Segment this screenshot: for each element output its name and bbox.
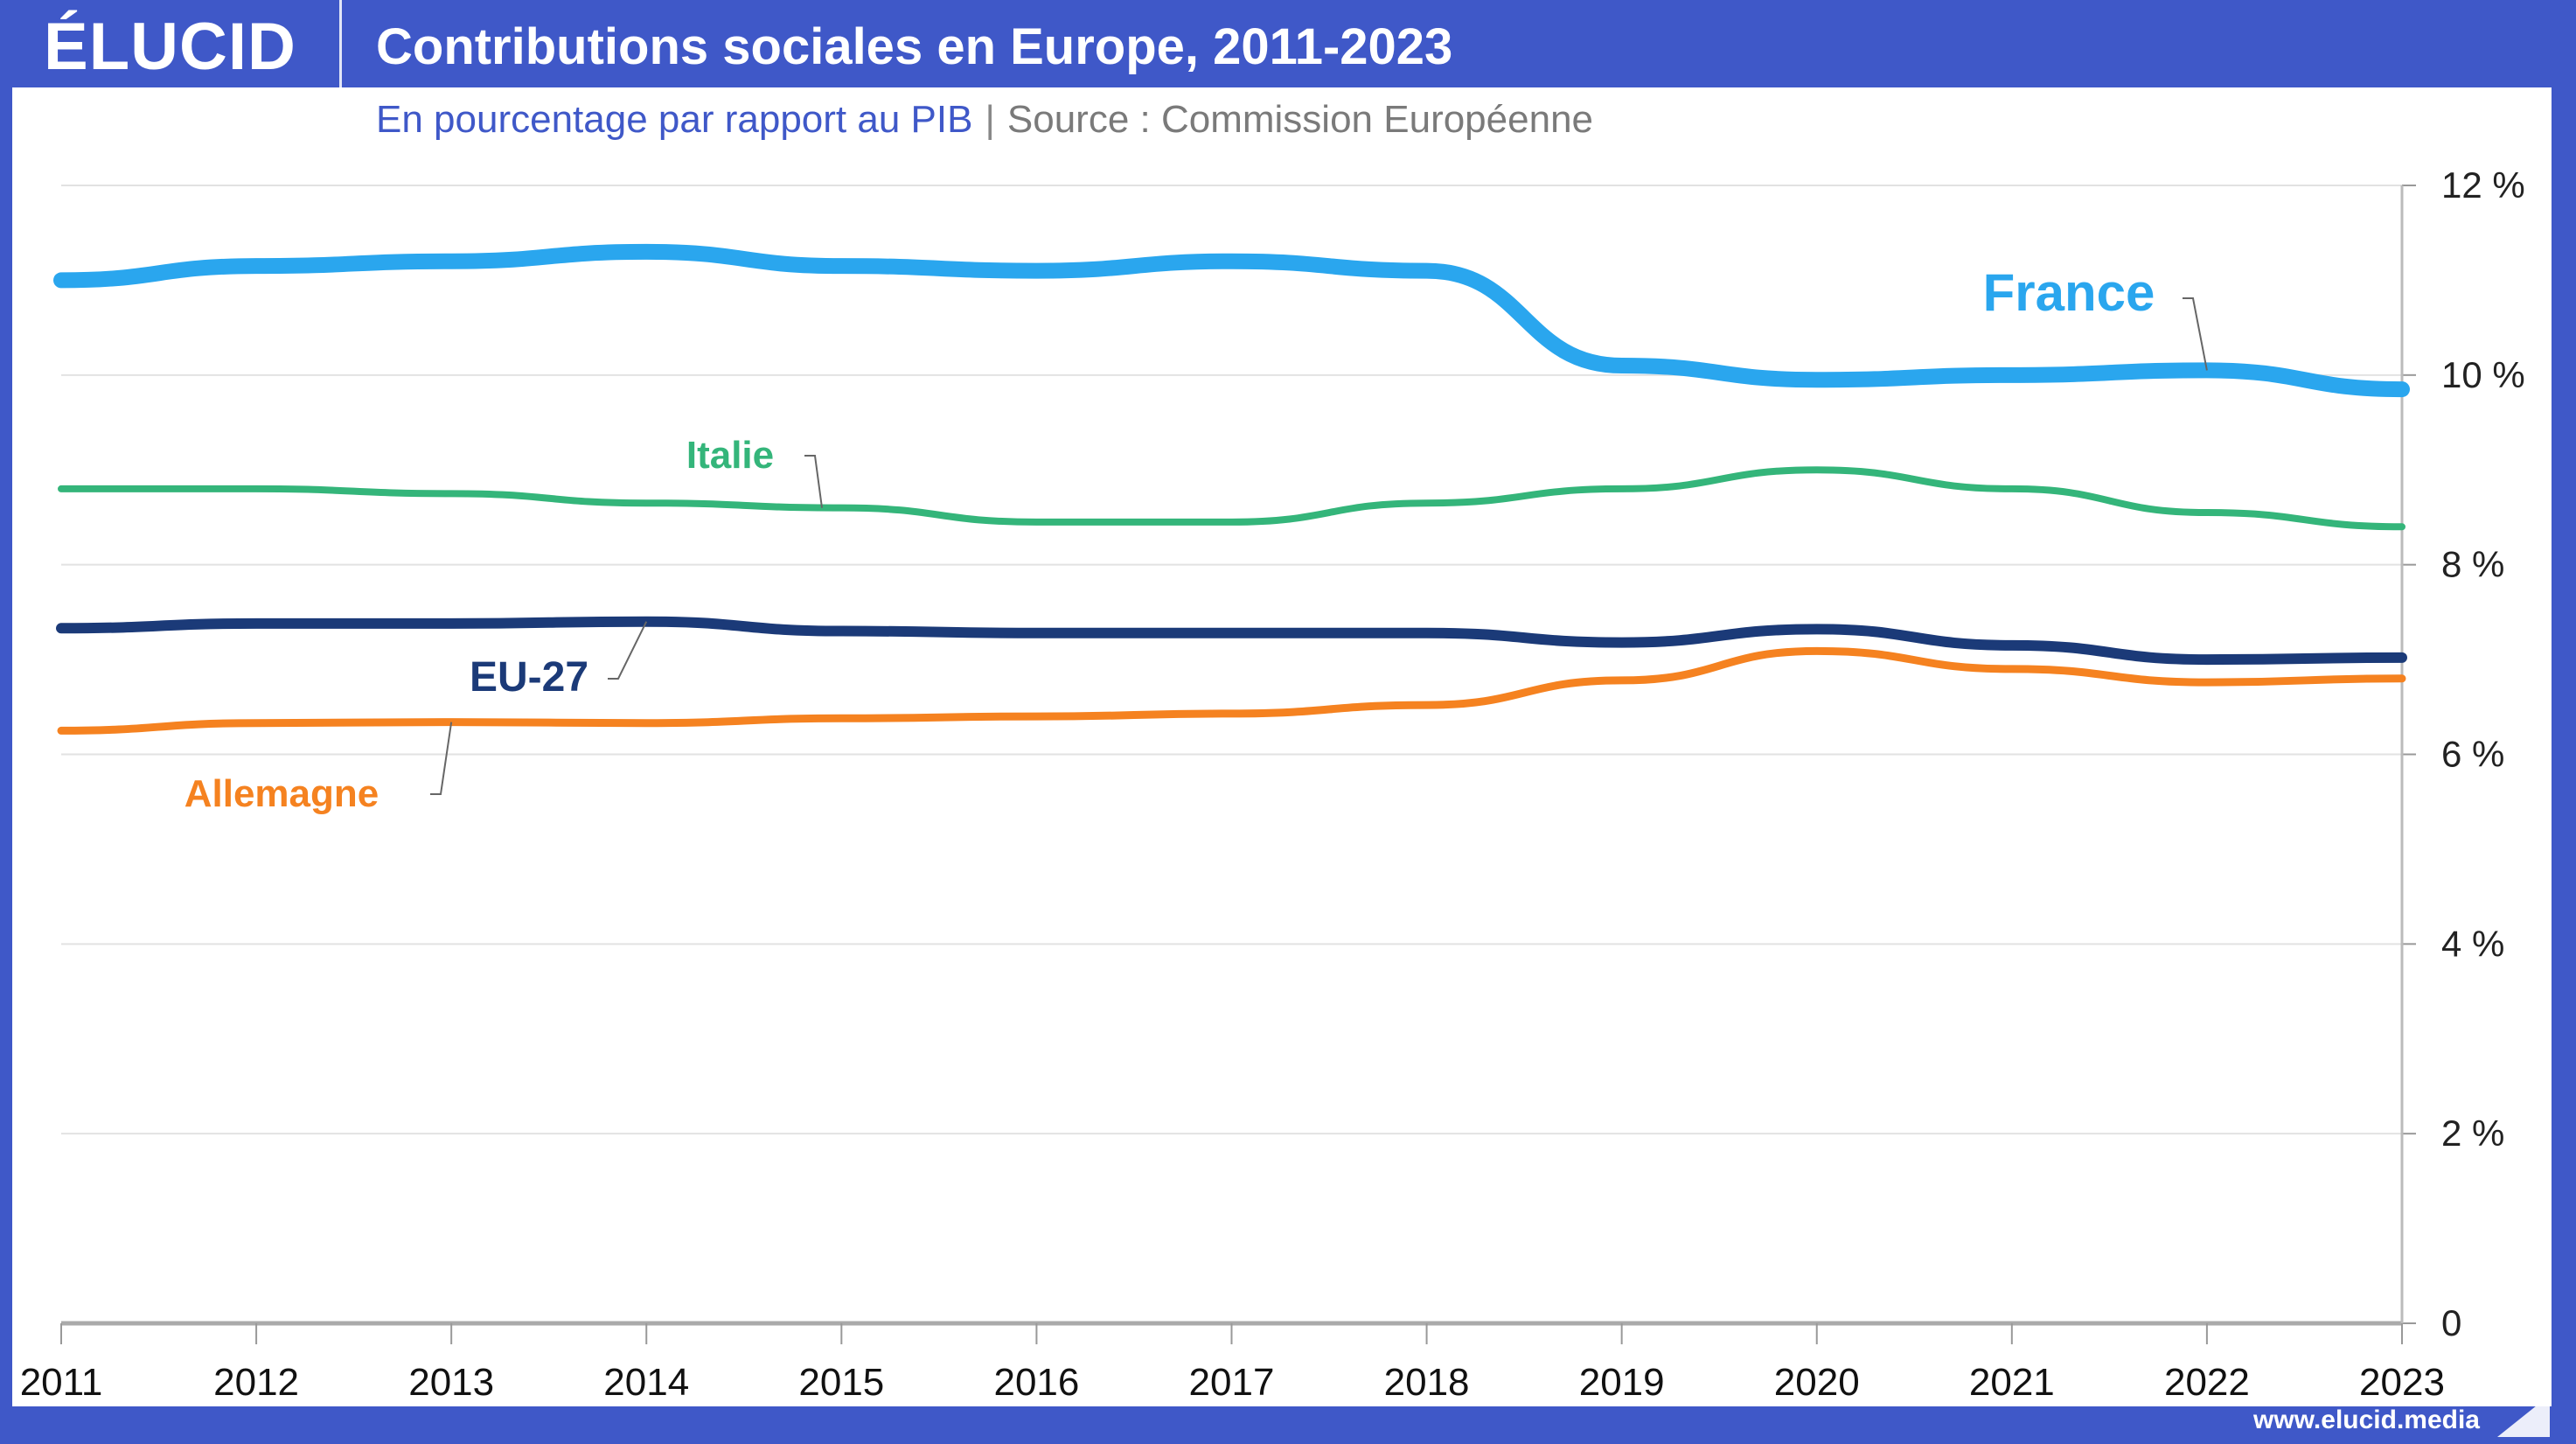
label-leader-line — [430, 722, 453, 795]
x-tick-label: 2015 — [798, 1361, 884, 1404]
x-tick-label: 2014 — [603, 1361, 689, 1404]
elucid-logo: ÉLUCID — [44, 10, 296, 84]
header-divider — [339, 0, 342, 87]
series-label-allemagne: Allemagne — [184, 772, 379, 815]
series-line-france — [53, 243, 2410, 398]
footer-logo-mark — [2497, 1395, 2550, 1437]
chart-panel — [12, 87, 2552, 1406]
x-tick-label: 2018 — [1384, 1361, 1470, 1404]
footer-url[interactable]: www.elucid.media — [2253, 1406, 2480, 1434]
y-tick-label: 2 % — [2441, 1113, 2504, 1154]
y-tick-label: 10 % — [2441, 354, 2525, 395]
label-leader-line — [804, 455, 824, 508]
series-label-italie: Italie — [686, 434, 774, 477]
y-tick-label: 8 % — [2441, 544, 2504, 585]
x-tick-label: 2013 — [408, 1361, 494, 1404]
x-tick-label: 2019 — [1579, 1361, 1665, 1404]
label-leader-line — [608, 621, 648, 680]
x-tick-label: 2023 — [2359, 1361, 2445, 1404]
x-tick-label: 2021 — [1969, 1361, 2055, 1404]
x-tick-label: 2016 — [993, 1361, 1079, 1404]
series-line-eu-27 — [56, 616, 2407, 666]
x-tick-label: 2022 — [2164, 1361, 2250, 1404]
x-tick-label: 2017 — [1189, 1361, 1275, 1404]
y-tick-label: 4 % — [2441, 923, 2504, 964]
subtitle-separator: | — [985, 98, 995, 141]
y-tick-label: 6 % — [2441, 734, 2504, 775]
series-label-france: France — [1983, 263, 2155, 322]
label-leader-line — [2183, 297, 2208, 371]
x-tick-label: 2011 — [20, 1361, 103, 1404]
x-tick-label: 2020 — [1774, 1361, 1860, 1404]
series-line-italie — [58, 466, 2405, 531]
chart-title: Contributions sociales en Europe, 2011-2… — [376, 18, 1453, 75]
unit-label: En pourcentage par rapport au PIB — [376, 98, 973, 141]
y-tick-label: 12 % — [2441, 164, 2525, 206]
series-line-allemagne — [57, 646, 2406, 735]
series-label-eu-27: EU-27 — [470, 654, 588, 701]
y-tick-label: 0 — [2441, 1302, 2461, 1343]
source-label: Source : Commission Européenne — [1006, 98, 1594, 141]
x-tick-label: 2012 — [213, 1361, 299, 1404]
chart-subtitle: En pourcentage par rapport au PIB | Source… — [376, 98, 1593, 142]
header-bar: ÉLUCID Contributions sociales en Europe,… — [0, 0, 2576, 87]
